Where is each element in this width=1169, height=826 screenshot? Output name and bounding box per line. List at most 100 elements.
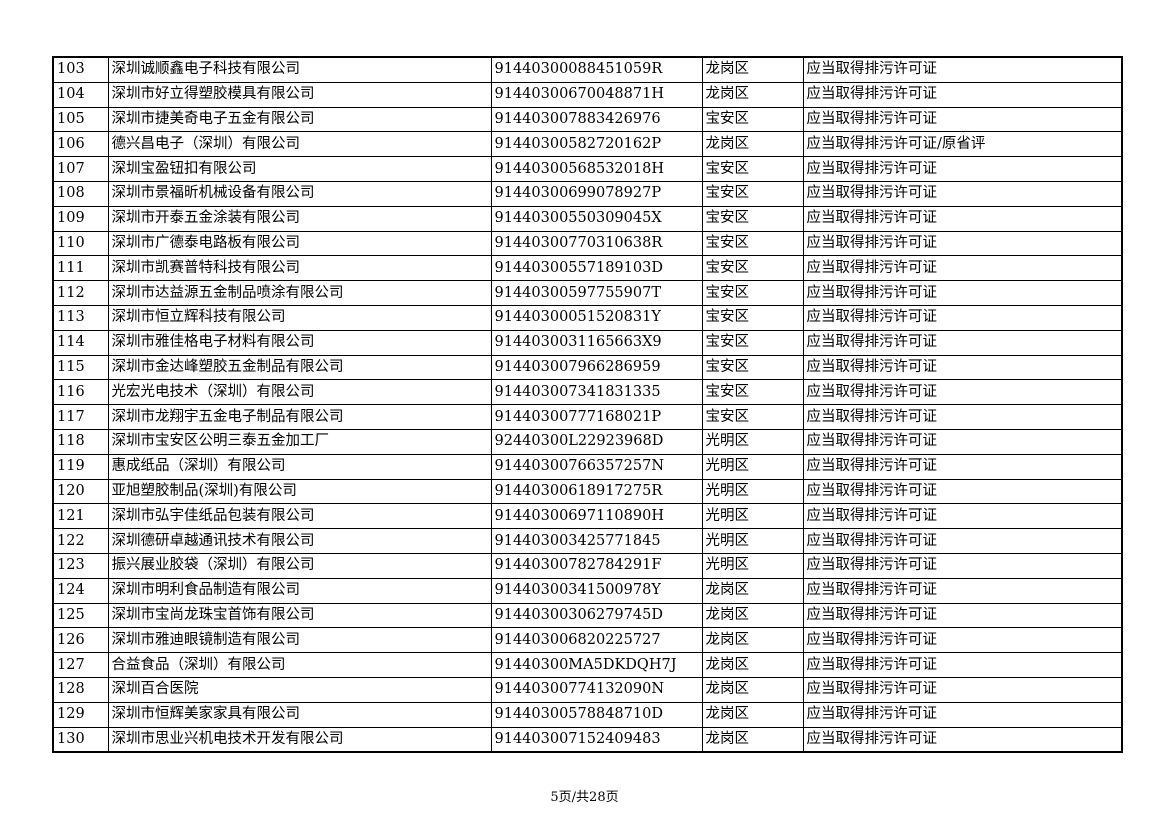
district: 龙岗区 [701, 652, 804, 678]
district: 龙岗区 [701, 726, 804, 753]
district: 宝安区 [701, 280, 804, 306]
row-number: 120 [52, 478, 109, 505]
permit-requirement: 应当取得排污许可证 [802, 106, 1123, 133]
company-name: 深圳百合医院 [107, 676, 492, 703]
credit-code: 91440300618917275R [490, 478, 703, 505]
row-number: 118 [52, 428, 109, 455]
district: 宝安区 [701, 106, 804, 133]
permit-requirement: 应当取得排污许可证 [802, 478, 1123, 505]
company-name: 深圳市开泰五金涂装有限公司 [107, 205, 492, 232]
district: 光明区 [701, 503, 804, 530]
table-row: 110 深圳市广德泰电路板有限公司 91440300770310638R 宝安区 应当取… [52, 230, 1123, 257]
table-row: 108 深圳市景福昕机械设备有限公司 91440300699078927P 宝安区 应当… [52, 180, 1123, 207]
company-name: 德兴昌电子（深圳）有限公司 [107, 131, 492, 158]
row-number: 110 [52, 230, 109, 257]
row-number: 130 [52, 726, 109, 753]
credit-code: 914403007341831335 [490, 379, 703, 406]
table-row: 104 深圳市好立得塑胶模具有限公司 91440300670048871H 龙岗区 应当… [52, 81, 1123, 108]
credit-code: 91440300774132090N [490, 676, 703, 703]
permit-requirement: 应当取得排污许可证 [802, 354, 1123, 381]
credit-code: 92440300L22923968D [490, 428, 703, 455]
company-name: 光宏光电技术（深圳）有限公司 [107, 379, 492, 406]
row-number: 124 [52, 577, 109, 604]
row-number: 107 [52, 156, 109, 182]
company-name: 深圳市宝尚龙珠宝首饰有限公司 [107, 602, 492, 629]
company-name: 深圳市思业兴机电技术开发有限公司 [107, 726, 492, 753]
company-name: 深圳市捷美奇电子五金有限公司 [107, 106, 492, 133]
credit-code: 91440300578848710D [490, 701, 703, 728]
row-number: 112 [52, 280, 109, 306]
credit-code: 91440300341500978Y [490, 577, 703, 604]
company-name: 振兴展业胶袋（深圳）有限公司 [107, 552, 492, 579]
permit-requirement: 应当取得排污许可证 [802, 602, 1123, 629]
district: 宝安区 [701, 329, 804, 356]
row-number: 116 [52, 379, 109, 406]
credit-code: 91440300697110890H [490, 503, 703, 530]
district: 龙岗区 [701, 627, 804, 654]
table-row: 103 深圳诚顺鑫电子科技有限公司 91440300088451059R 龙岗区 应当取… [52, 56, 1123, 83]
district: 龙岗区 [701, 577, 804, 604]
permit-requirement: 应当取得排污许可证 [802, 329, 1123, 356]
company-name: 深圳市雅佳格电子材料有限公司 [107, 329, 492, 356]
credit-code: 91440300550309045X [490, 205, 703, 232]
permit-requirement: 应当取得排污许可证 [802, 56, 1123, 83]
row-number: 106 [52, 131, 109, 158]
district: 宝安区 [701, 255, 804, 282]
company-name: 深圳市宝安区公明三泰五金加工厂 [107, 428, 492, 455]
district: 龙岗区 [701, 81, 804, 108]
permit-requirement: 应当取得排污许可证 [802, 701, 1123, 728]
credit-code: 91440300088451059R [490, 56, 703, 83]
company-name: 深圳市恒立辉科技有限公司 [107, 304, 492, 331]
district: 宝安区 [701, 230, 804, 257]
company-name: 深圳市达益源五金制品喷涂有限公司 [107, 280, 492, 306]
credit-code: 914403007966286959 [490, 354, 703, 381]
row-number: 122 [52, 528, 109, 554]
credit-code: 91440300MA5DKDQH7J [490, 652, 703, 678]
table-row: 115 深圳市金达峰塑胶五金制品有限公司 914403007966286959 宝安区… [52, 354, 1123, 381]
row-number: 103 [52, 56, 109, 83]
district: 光明区 [701, 528, 804, 554]
credit-code: 91440300777168021P [490, 404, 703, 430]
company-name: 深圳市恒辉美家家具有限公司 [107, 701, 492, 728]
district: 光明区 [701, 552, 804, 579]
table-row: 119 惠成纸品（深圳）有限公司 91440300766357257N 光明区 应当取得… [52, 453, 1123, 480]
district: 宝安区 [701, 354, 804, 381]
permit-requirement: 应当取得排污许可证 [802, 503, 1123, 530]
table-row: 114 深圳市雅佳格电子材料有限公司 9144030031165663X9 宝安区 应当… [52, 329, 1123, 356]
district: 龙岗区 [701, 131, 804, 158]
row-number: 114 [52, 329, 109, 356]
row-number: 117 [52, 404, 109, 430]
permit-requirement: 应当取得排污许可证 [802, 379, 1123, 406]
table-row: 126 深圳市雅迪眼镜制造有限公司 914403006820225727 龙岗区 应当取… [52, 627, 1123, 654]
district: 宝安区 [701, 180, 804, 207]
permit-requirement: 应当取得排污许可证 [802, 404, 1123, 430]
credit-code: 91440300766357257N [490, 453, 703, 480]
permit-requirement: 应当取得排污许可证 [802, 205, 1123, 232]
district: 光明区 [701, 428, 804, 455]
credit-code: 91440300306279745D [490, 602, 703, 629]
row-number: 105 [52, 106, 109, 133]
district: 宝安区 [701, 404, 804, 430]
district: 宝安区 [701, 304, 804, 331]
permit-requirement: 应当取得排污许可证 [802, 552, 1123, 579]
district: 宝安区 [701, 156, 804, 182]
enterprise-table: 103 深圳诚顺鑫电子科技有限公司 91440300088451059R 龙岗区 应当取… [52, 56, 1123, 754]
table-row: 121 深圳市弘宇佳纸品包装有限公司 91440300697110890H 光明区 应当… [52, 503, 1123, 530]
table-row: 117 深圳市龙翔宇五金电子制品有限公司 91440300777168021P 宝安区… [52, 404, 1123, 430]
district: 龙岗区 [701, 701, 804, 728]
page-footer: 5页/共28页 [550, 790, 619, 805]
permit-requirement: 应当取得排污许可证 [802, 304, 1123, 331]
row-number: 128 [52, 676, 109, 703]
credit-code: 9144030031165663X9 [490, 329, 703, 356]
row-number: 125 [52, 602, 109, 629]
permit-requirement: 应当取得排污许可证/原省评 [802, 131, 1123, 158]
credit-code: 914403003425771845 [490, 528, 703, 554]
district: 光明区 [701, 478, 804, 505]
credit-code: 91440300051520831Y [490, 304, 703, 331]
row-number: 111 [52, 255, 109, 282]
credit-code: 914403007883426976 [490, 106, 703, 133]
permit-requirement: 应当取得排污许可证 [802, 428, 1123, 455]
table-row: 125 深圳市宝尚龙珠宝首饰有限公司 91440300306279745D 龙岗区 应当… [52, 602, 1123, 629]
table-row: 123 振兴展业胶袋（深圳）有限公司 91440300782784291F 光明区 应当… [52, 552, 1123, 579]
row-number: 115 [52, 354, 109, 381]
